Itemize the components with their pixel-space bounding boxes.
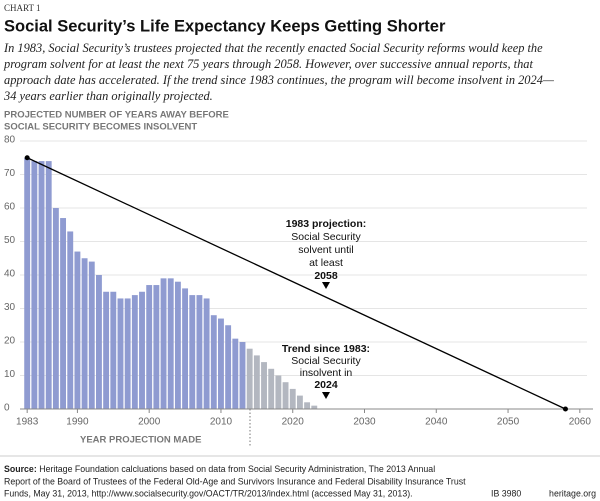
x-tick-label: 1983 [16,417,39,428]
bar [232,338,239,409]
annotation-pointer [322,392,330,399]
x-tick-label: 2040 [425,417,448,428]
bar [253,355,260,409]
annotation-line: 1983 projection: [286,218,367,230]
chart-label: CHART 1 [4,3,41,13]
bar [67,231,74,409]
bar [74,251,81,409]
x-tick-label: 1990 [66,417,89,428]
y-tick-label: 70 [4,168,16,179]
x-tick-label: 2030 [353,417,376,428]
x-tick-label: 2060 [569,417,592,428]
bar [103,291,110,409]
y-tick-label: 60 [4,202,16,213]
bar [304,402,311,409]
annotation-line: 2024 [314,379,338,391]
y-tick-label: 50 [4,235,16,246]
annotation-line: Trend since 1983: [282,343,370,355]
source-text: Heritage Foundation calcluations based o… [37,464,435,474]
bar [261,362,267,409]
source-line: Funds, May 31, 2013, http://www.socialse… [4,488,413,498]
annotation-line: Social Security [291,355,361,367]
y-tick-label: 30 [4,302,16,313]
annotation-line: solvent until [298,244,353,256]
bar [218,318,224,409]
bar [117,298,124,409]
subtitle-line: In 1983, Social Security’s trustees proj… [3,41,543,55]
bar [289,388,296,409]
y-tick-label: 80 [4,135,16,146]
x-tick-label: 2020 [282,417,305,428]
bar [146,285,153,409]
bar [210,315,217,409]
y-tick-label: 10 [4,369,16,380]
subtitle-line: 34 years earlier than originally project… [3,89,213,103]
annotation-line: 2058 [314,270,338,282]
site: heritage.org [549,488,596,498]
bar [24,157,31,409]
annotation-line: insolvent in [300,367,353,379]
bar [81,258,88,409]
bar [45,161,52,409]
annotation-pointer [322,282,330,289]
source-line: Report of the Board of Trustees of the F… [4,476,466,486]
bar [110,291,117,409]
bar [139,291,145,409]
bar [60,218,67,409]
brief-id: IB 3980 [491,488,521,498]
bar [174,281,181,409]
bar [296,395,303,409]
bar [96,275,102,409]
annotation-line: at least [309,257,343,269]
bar [52,208,59,409]
x-tick-label: 2010 [210,417,233,428]
source: Source: Heritage Foundation calcluations… [4,464,466,498]
bar [282,382,289,409]
bar [246,348,253,409]
source-line: Source: Heritage Foundation calcluations… [4,464,435,474]
bar [124,298,131,409]
bar [31,161,38,409]
y-tick-label: 20 [4,336,16,347]
bar [160,278,167,409]
bar [167,278,174,409]
chart-title: Social Security’s Life Expectancy Keeps … [4,17,446,35]
x-tick-label: 2000 [138,417,161,428]
bar [131,295,138,409]
bar [275,375,282,409]
subtitle-line: program solvent for at least the next 75… [3,57,533,71]
x-tick-label: 2050 [497,417,520,428]
bar [203,298,210,409]
y-axis-label-line: PROJECTED NUMBER OF YEARS AWAY BEFORE [4,110,229,121]
bar [88,261,95,409]
bar [153,285,160,409]
bar [38,161,45,409]
y-tick-label: 0 [4,403,10,414]
bar [189,295,196,409]
y-axis-label: PROJECTED NUMBER OF YEARS AWAY BEFORESOC… [4,110,229,133]
bar [239,342,246,409]
bar [268,368,275,409]
subtitle-line: approach date has accelerated. If the tr… [4,73,555,87]
line-point [24,155,30,161]
y-tick-label: 40 [4,269,16,280]
annotation-line: Social Security [291,231,361,243]
y-axis-label-line: SOCIAL SECURITY BECOMES INSOLVENT [4,122,197,133]
subtitle: In 1983, Social Security’s trustees proj… [3,41,555,103]
bar [182,288,189,409]
projection-line [26,157,566,410]
bar [225,325,232,409]
x-axis-label: YEAR PROJECTION MADE [80,435,201,446]
source-label: Source: [4,464,37,474]
line-point [562,406,568,412]
bar [311,405,318,409]
bar [196,295,203,409]
